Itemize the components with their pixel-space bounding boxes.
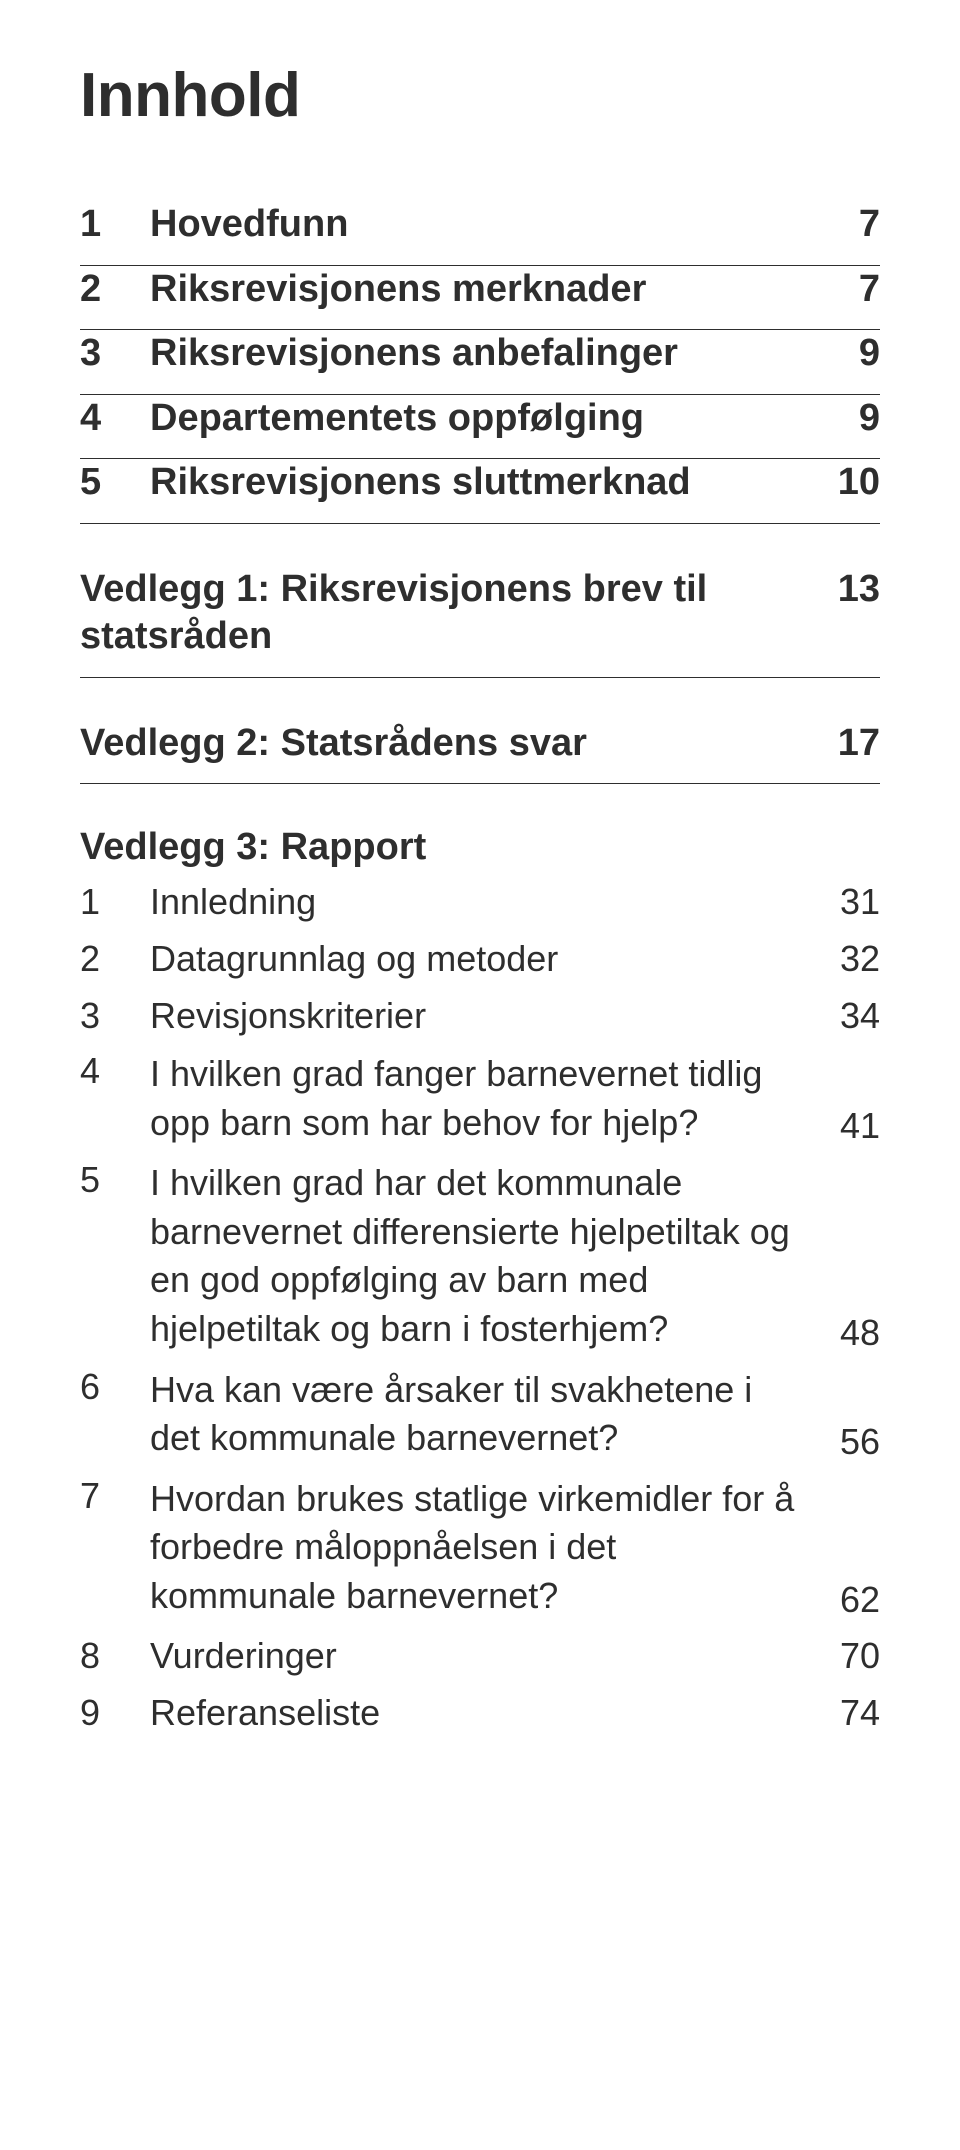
toc-row: 2 Riksrevisjonens merknader 7 [80, 266, 880, 331]
toc-number: 1 [80, 881, 140, 923]
toc-row: 1 Hovedfunn 7 [80, 201, 880, 266]
toc-page: 9 [859, 397, 880, 440]
toc-sub-row: 8 Vurderinger 70 [80, 1633, 880, 1682]
toc-sub-row: 4 I hvilken grad fanger barnevernet tidl… [80, 1050, 880, 1151]
toc-vedlegg-row: Vedlegg 1: Riksrevisjonens brev til stat… [80, 566, 880, 678]
toc-label: Departementets oppfølging [150, 395, 849, 443]
toc-vedlegg-row: Vedlegg 2: Statsrådens svar 17 [80, 720, 880, 785]
toc-vedlegg-heading: Vedlegg 3: Rapport [80, 826, 880, 869]
toc-number: 2 [80, 938, 140, 980]
toc-sub-row: 6 Hva kan være årsaker til svakhetene i … [80, 1366, 880, 1467]
toc-number: 3 [80, 332, 140, 375]
toc-label: Hva kan være årsaker til svakhetene i de… [150, 1366, 830, 1463]
toc-number: 5 [80, 461, 140, 504]
toc-sub-row: 5 I hvilken grad har det kommunale barne… [80, 1159, 880, 1357]
toc-page: 10 [838, 461, 880, 504]
toc-page: 13 [838, 568, 880, 611]
toc-title: Innhold [80, 60, 880, 131]
toc-page: 31 [840, 881, 880, 923]
toc-sub-row: 9 Referanseliste 74 [80, 1690, 880, 1739]
toc-page: 7 [859, 268, 880, 311]
toc-number: 3 [80, 995, 140, 1037]
toc-number: 9 [80, 1692, 140, 1734]
toc-number: 8 [80, 1635, 140, 1677]
toc-row: 4 Departementets oppfølging 9 [80, 395, 880, 460]
toc-label: Vurderinger [150, 1633, 830, 1678]
toc-label: Riksrevisjonens merknader [150, 266, 849, 314]
toc-label: Revisjonskriterier [150, 993, 830, 1038]
toc-sub-row: 7 Hvordan brukes statlige virkemidler fo… [80, 1475, 880, 1625]
toc-page: 41 [840, 1105, 880, 1147]
toc-page: 32 [840, 938, 880, 980]
toc-label: Vedlegg 2: Statsrådens svar [80, 720, 828, 768]
toc-number: 4 [80, 1050, 140, 1092]
toc-page: 9 [859, 332, 880, 375]
toc-sub-row: 1 Innledning 31 [80, 879, 880, 928]
toc-number: 2 [80, 268, 140, 311]
toc-label: Datagrunnlag og metoder [150, 936, 830, 981]
toc-label: Referanseliste [150, 1690, 830, 1735]
toc-sub-row: 3 Revisjonskriterier 34 [80, 993, 880, 1042]
toc-number: 5 [80, 1159, 140, 1201]
toc-page: 70 [840, 1635, 880, 1677]
toc-page: 7 [859, 203, 880, 246]
toc-page: 48 [840, 1312, 880, 1354]
toc-page: 62 [840, 1579, 880, 1621]
toc-label: Vedlegg 1: Riksrevisjonens brev til stat… [80, 566, 828, 661]
toc-number: 4 [80, 397, 140, 440]
toc-number: 1 [80, 203, 140, 246]
toc-label: I hvilken grad fanger barnevernet tidlig… [150, 1050, 830, 1147]
toc-row: 5 Riksrevisjonens sluttmerknad 10 [80, 459, 880, 524]
toc-page: 34 [840, 995, 880, 1037]
toc-label: I hvilken grad har det kommunale barneve… [150, 1159, 830, 1353]
toc-label: Riksrevisjonens anbefalinger [150, 330, 849, 378]
toc-row: 3 Riksrevisjonens anbefalinger 9 [80, 330, 880, 395]
toc-sub-row: 2 Datagrunnlag og metoder 32 [80, 936, 880, 985]
toc-page: 56 [840, 1421, 880, 1463]
toc-page: 74 [840, 1692, 880, 1734]
toc-label: Innledning [150, 879, 830, 924]
toc-label: Hovedfunn [150, 201, 849, 249]
toc-label: Riksrevisjonens sluttmerknad [150, 459, 828, 507]
toc-page: 17 [838, 722, 880, 765]
toc-number: 6 [80, 1366, 140, 1408]
toc-number: 7 [80, 1475, 140, 1517]
toc-label: Hvordan brukes statlige virkemidler for … [150, 1475, 830, 1621]
